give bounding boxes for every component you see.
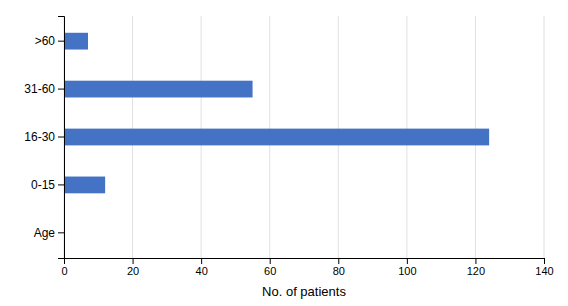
- x-tick-mark: [133, 258, 134, 264]
- y-tick-mark: [58, 184, 64, 185]
- chart: 0 20 40 60 80 100 120 140 >60 31-60 16-30 0-15 Age No…: [0, 0, 568, 306]
- x-tick-label: 40: [196, 265, 208, 277]
- grid-line: [544, 16, 545, 258]
- y-tick-label: 31-60: [24, 82, 55, 96]
- x-tick-mark: [544, 258, 545, 264]
- grid: [64, 16, 544, 258]
- x-tick-mark: [270, 258, 271, 264]
- y-tick-label: 16-30: [24, 130, 55, 144]
- x-tick-label: 120: [467, 265, 485, 277]
- x-tick-mark: [475, 258, 476, 264]
- y-tick: Age: [34, 226, 64, 240]
- x-axis: 0 20 40 60 80 100 120 140: [61, 258, 553, 277]
- x-axis-title: No. of patients: [262, 284, 346, 299]
- y-tick-mark: [58, 232, 64, 233]
- bar: [64, 177, 105, 194]
- y-tick: >60: [35, 34, 64, 48]
- x-tick: 80: [333, 258, 345, 277]
- x-tick: 120: [467, 258, 485, 277]
- x-tick: 20: [127, 258, 139, 277]
- y-axis-line: [58, 17, 65, 259]
- y-tick-mark: [58, 137, 64, 138]
- x-tick-mark: [407, 258, 408, 264]
- x-tick-label: 140: [535, 265, 553, 277]
- y-tick-label: Age: [34, 226, 56, 240]
- x-tick: 40: [196, 258, 208, 277]
- x-tick-label: 0: [61, 265, 67, 277]
- y-tick: 31-60: [24, 82, 64, 96]
- x-tick: 60: [264, 258, 276, 277]
- x-tick: 100: [398, 258, 416, 277]
- x-tick: 0: [61, 258, 67, 277]
- x-tick-label: 80: [333, 265, 345, 277]
- bar: [64, 33, 88, 50]
- plot: 0 20 40 60 80 100 120 140 >60 31-60 16-30 0-15 Age: [24, 16, 553, 277]
- x-tick-mark: [201, 258, 202, 264]
- x-tick-mark: [338, 258, 339, 264]
- y-tick-label: 0-15: [31, 178, 55, 192]
- y-tick-mark: [58, 41, 64, 42]
- bars: [64, 33, 489, 194]
- x-tick-label: 60: [264, 265, 276, 277]
- x-tick: 140: [535, 258, 553, 277]
- x-tick-label: 20: [127, 265, 139, 277]
- y-tick: 16-30: [24, 130, 64, 144]
- x-tick-label: 100: [398, 265, 416, 277]
- bar: [64, 129, 489, 146]
- x-axis-line: [65, 259, 545, 265]
- bar: [64, 81, 253, 98]
- y-tick: 0-15: [31, 178, 64, 192]
- y-tick-label: >60: [35, 34, 56, 48]
- y-tick-mark: [58, 89, 64, 90]
- y-axis: >60 31-60 16-30 0-15 Age: [24, 17, 64, 259]
